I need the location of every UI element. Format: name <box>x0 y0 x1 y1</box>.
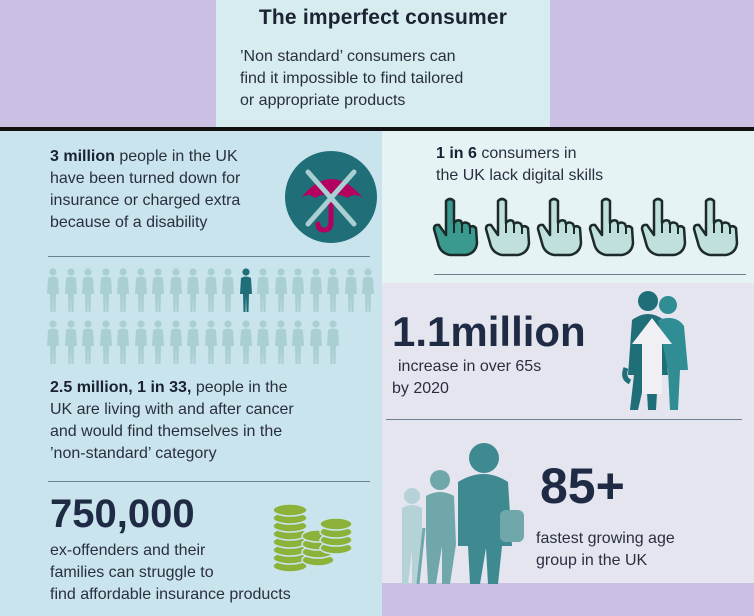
cancer-line: ’non-standard’ category <box>50 445 217 462</box>
pointing-hand-icon <box>588 197 635 257</box>
digital-highlight: 1 in 6 <box>436 145 477 162</box>
page-title: The imperfect consumer <box>258 6 508 29</box>
person-icon <box>204 268 217 312</box>
digital-line: consumers in <box>476 145 577 162</box>
person-icon <box>134 268 147 312</box>
person-icon <box>187 268 199 312</box>
section-divider <box>386 419 742 420</box>
person-icon <box>134 320 147 364</box>
person-icon <box>82 268 94 312</box>
disability-highlight: 3 million <box>50 148 115 165</box>
page-subtitle: ’Non standard’ consumers can find it imp… <box>240 46 540 112</box>
crossed-umbrella-icon <box>285 151 377 243</box>
ageing-figure: 1.1million <box>392 308 586 355</box>
section-divider <box>48 256 370 257</box>
person-icon <box>64 268 77 312</box>
person-icon <box>187 320 199 364</box>
person-icon <box>239 320 252 364</box>
person-icon <box>152 320 164 364</box>
coin-stacks-icon <box>272 503 353 573</box>
digital-line: the UK lack digital skills <box>436 167 604 184</box>
age85-line: fastest growing age <box>536 530 675 547</box>
header-panel <box>216 0 550 127</box>
cancer-text: 2.5 million, 1 in 33, people in the UK a… <box>50 377 380 465</box>
pointing-hand-icon <box>640 197 687 257</box>
subtitle-line: ’Non standard’ consumers can <box>240 48 456 65</box>
pointing-hand-icon <box>536 197 583 257</box>
person-icon <box>169 268 182 312</box>
ageing-line: increase in over 65s <box>398 358 542 375</box>
person-icon <box>169 320 182 364</box>
person-icon <box>327 268 339 312</box>
offenders-text: ex-offenders and their families can stru… <box>50 540 380 606</box>
pointing-hand-icon <box>484 197 531 257</box>
people-grid <box>46 268 376 368</box>
cancer-line: and would find themselves in the <box>50 423 283 440</box>
offenders-line: families can struggle to <box>50 564 214 581</box>
person-icon <box>274 268 287 312</box>
person-icon <box>47 320 59 364</box>
disability-line: have been turned down for <box>50 170 241 187</box>
offenders-line: find affordable insurance products <box>50 586 291 603</box>
person-icon <box>257 268 269 312</box>
person-icon <box>309 320 322 364</box>
person-icon <box>117 320 129 364</box>
person-icon <box>64 320 77 364</box>
disability-line: people in the UK <box>114 148 238 165</box>
subtitle-line: or appropriate products <box>240 92 406 109</box>
age85-line: group in the UK <box>536 552 648 569</box>
section-divider <box>434 274 746 275</box>
person-icon <box>204 320 217 364</box>
ageing-text: increase in over 65s by 2020 <box>392 356 612 400</box>
pointing-hand-icon <box>692 197 739 257</box>
person-icon <box>274 320 287 364</box>
cancer-line: UK are living with and after cancer <box>50 401 294 418</box>
person-icon <box>309 268 322 312</box>
person-icon <box>152 268 164 312</box>
offenders-figure: 750,000 <box>50 492 195 536</box>
age85-text: fastest growing age group in the UK <box>536 528 746 572</box>
highlighted-person-icon <box>239 268 252 312</box>
section-divider <box>48 481 370 482</box>
person-icon <box>222 320 234 364</box>
age85-figure: 85+ <box>540 458 625 514</box>
person-icon <box>292 320 304 364</box>
person-icon <box>99 268 112 312</box>
footer-band <box>382 583 754 616</box>
digital-text: 1 in 6 consumers in the UK lack digital … <box>436 143 736 187</box>
disability-line: because of a disability <box>50 214 208 231</box>
person-icon <box>222 268 234 312</box>
person-icon <box>117 268 129 312</box>
elderly-people-icon <box>402 443 524 584</box>
person-icon <box>47 268 59 312</box>
ageing-line: by 2020 <box>392 380 449 397</box>
person-icon <box>327 320 339 364</box>
disability-line: insurance or charged extra <box>50 192 241 209</box>
cancer-line: people in the <box>191 379 288 396</box>
header-divider <box>0 127 754 131</box>
digital-skills-panel <box>382 131 754 283</box>
hands-row <box>432 197 742 259</box>
subtitle-line: find it impossible to find tailored <box>240 70 464 87</box>
elderly-couple-up-arrow-icon <box>622 291 688 410</box>
offenders-line: ex-offenders and their <box>50 542 206 559</box>
person-icon <box>344 268 357 312</box>
person-icon <box>82 320 94 364</box>
cancer-highlight: 2.5 million, 1 in 33, <box>50 379 192 396</box>
highlighted-pointing-hand-icon <box>432 197 479 257</box>
person-icon <box>362 268 374 312</box>
disability-text: 3 million people in the UK have been tur… <box>50 146 300 234</box>
person-icon <box>292 268 304 312</box>
person-icon <box>99 320 112 364</box>
person-icon <box>257 320 269 364</box>
